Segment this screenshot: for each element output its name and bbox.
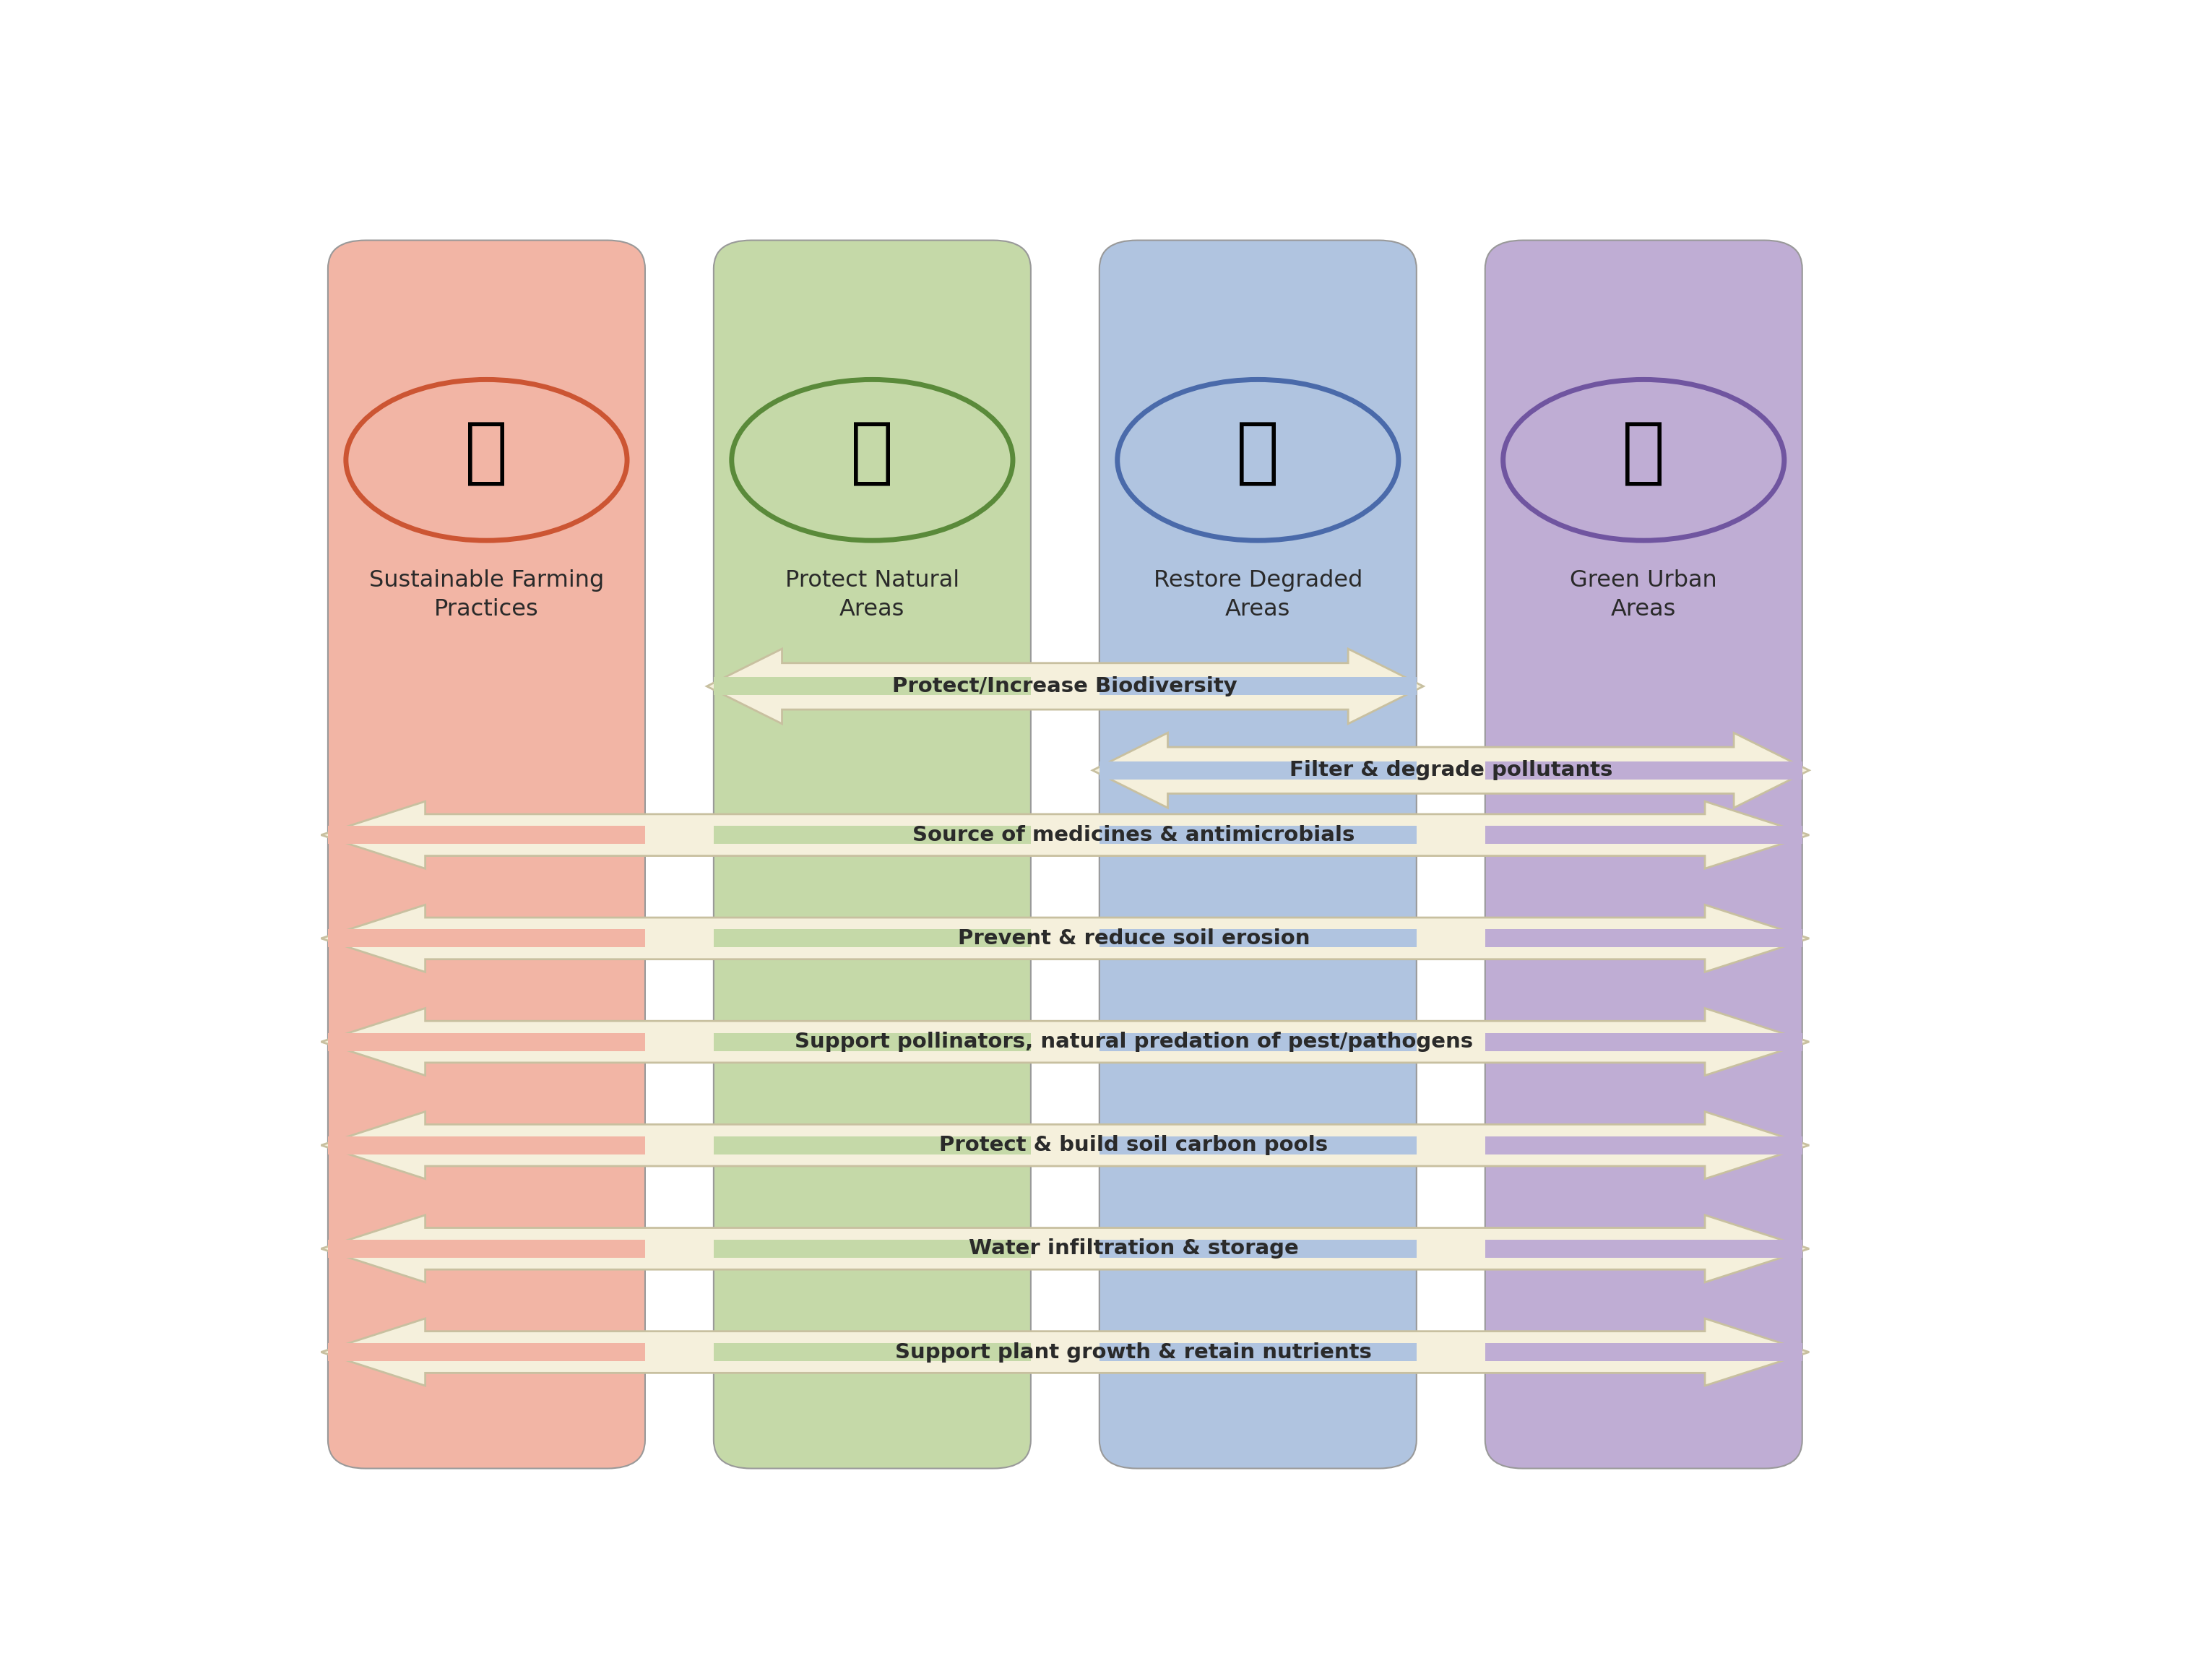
Text: 🏞: 🏞	[1621, 418, 1666, 489]
FancyBboxPatch shape	[714, 930, 1031, 947]
Ellipse shape	[732, 379, 1013, 541]
Text: 🍱: 🍱	[465, 418, 509, 489]
Text: 🌱: 🌱	[1237, 418, 1279, 489]
FancyBboxPatch shape	[1099, 826, 1416, 845]
FancyBboxPatch shape	[1099, 1343, 1416, 1362]
FancyBboxPatch shape	[1099, 677, 1416, 695]
FancyBboxPatch shape	[327, 826, 646, 845]
Text: Support plant growth & retain nutrients: Support plant growth & retain nutrients	[896, 1342, 1371, 1362]
FancyBboxPatch shape	[327, 1239, 646, 1258]
FancyBboxPatch shape	[327, 1033, 646, 1051]
FancyBboxPatch shape	[1484, 240, 1803, 1469]
Text: Prevent & reduce soil erosion: Prevent & reduce soil erosion	[958, 928, 1310, 949]
Text: Protect Natural
Areas: Protect Natural Areas	[785, 569, 960, 621]
FancyBboxPatch shape	[1099, 1033, 1416, 1051]
FancyBboxPatch shape	[714, 1033, 1031, 1051]
FancyBboxPatch shape	[1099, 1239, 1416, 1258]
FancyBboxPatch shape	[714, 677, 1031, 695]
FancyBboxPatch shape	[1484, 1343, 1803, 1362]
FancyBboxPatch shape	[714, 1137, 1031, 1153]
Text: Water infiltration & storage: Water infiltration & storage	[969, 1239, 1298, 1259]
FancyBboxPatch shape	[714, 1239, 1031, 1258]
Text: Sustainable Farming
Practices: Sustainable Farming Practices	[369, 569, 604, 621]
FancyBboxPatch shape	[1099, 240, 1416, 1469]
Polygon shape	[1093, 732, 1809, 808]
FancyBboxPatch shape	[327, 240, 646, 1469]
Text: Support pollinators, natural predation of pest/pathogens: Support pollinators, natural predation o…	[794, 1031, 1473, 1053]
FancyBboxPatch shape	[327, 1137, 646, 1153]
FancyBboxPatch shape	[1099, 761, 1416, 779]
Polygon shape	[708, 648, 1422, 724]
Text: 🌄: 🌄	[852, 418, 894, 489]
FancyBboxPatch shape	[714, 240, 1031, 1469]
Text: Source of medicines & antimicrobials: Source of medicines & antimicrobials	[914, 824, 1354, 845]
Text: Protect/Increase Biodiversity: Protect/Increase Biodiversity	[891, 677, 1239, 697]
Text: Protect & build soil carbon pools: Protect & build soil carbon pools	[940, 1135, 1327, 1155]
Ellipse shape	[345, 379, 626, 541]
Polygon shape	[321, 1216, 1809, 1283]
FancyBboxPatch shape	[1484, 1033, 1803, 1051]
Polygon shape	[321, 801, 1809, 868]
Ellipse shape	[1117, 379, 1398, 541]
Ellipse shape	[1504, 379, 1785, 541]
FancyBboxPatch shape	[1484, 1137, 1803, 1153]
Polygon shape	[321, 1007, 1809, 1076]
Polygon shape	[321, 1318, 1809, 1385]
Text: Filter & degrade pollutants: Filter & degrade pollutants	[1290, 761, 1613, 781]
FancyBboxPatch shape	[1484, 1239, 1803, 1258]
FancyBboxPatch shape	[1484, 761, 1803, 779]
Text: Restore Degraded
Areas: Restore Degraded Areas	[1152, 569, 1363, 621]
FancyBboxPatch shape	[714, 1343, 1031, 1362]
FancyBboxPatch shape	[327, 1343, 646, 1362]
FancyBboxPatch shape	[327, 930, 646, 947]
Polygon shape	[321, 1111, 1809, 1179]
FancyBboxPatch shape	[1099, 930, 1416, 947]
Polygon shape	[321, 905, 1809, 972]
FancyBboxPatch shape	[714, 826, 1031, 845]
Text: Green Urban
Areas: Green Urban Areas	[1571, 569, 1717, 621]
FancyBboxPatch shape	[1484, 826, 1803, 845]
FancyBboxPatch shape	[1099, 1137, 1416, 1153]
FancyBboxPatch shape	[1484, 930, 1803, 947]
